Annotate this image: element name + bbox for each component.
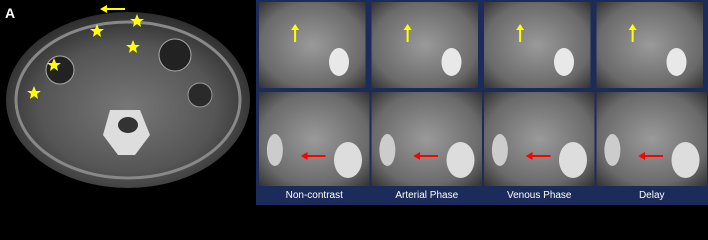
- arrow-head: [516, 24, 525, 30]
- phase-caption: Venous Phase: [507, 190, 572, 201]
- pelvic-bone: [379, 134, 396, 166]
- ct-body: [6, 12, 250, 188]
- pelvic-bone: [671, 142, 700, 178]
- ct-tile-top: [596, 2, 703, 88]
- bone: [554, 48, 574, 76]
- arrow-head: [525, 152, 533, 160]
- arrow-head: [100, 5, 107, 13]
- pelvic-bone: [446, 142, 475, 178]
- bone: [329, 48, 349, 76]
- ct-wall: [14, 20, 242, 180]
- stars: [27, 14, 144, 99]
- ct-tile-top: [484, 2, 591, 88]
- arrow-head: [638, 152, 645, 160]
- phase-caption: Arterial Phase: [395, 190, 458, 201]
- arrow-head: [413, 152, 420, 160]
- arrow-head: [300, 152, 308, 160]
- ct-tile-top: [259, 2, 366, 88]
- panel-a: A: [0, 0, 256, 205]
- bone: [666, 48, 687, 76]
- spinal-canal: [118, 117, 138, 133]
- bowel-loop: [187, 82, 213, 108]
- pelvic-bone: [491, 134, 508, 166]
- panel-label: A: [5, 5, 15, 21]
- pelvic-bone: [559, 142, 587, 178]
- arrow-head: [291, 24, 300, 30]
- bone: [441, 48, 462, 76]
- bowel-loop: [158, 38, 192, 72]
- pelvic-bone: [334, 142, 362, 178]
- pelvic-bone: [266, 134, 283, 166]
- ct-tile-top: [371, 2, 478, 88]
- arrow-head: [403, 24, 412, 30]
- phase-caption: Non-contrast: [286, 190, 343, 201]
- arrow-head: [628, 24, 637, 30]
- pelvic-bone: [604, 134, 621, 166]
- phase-caption: Delay: [639, 190, 665, 201]
